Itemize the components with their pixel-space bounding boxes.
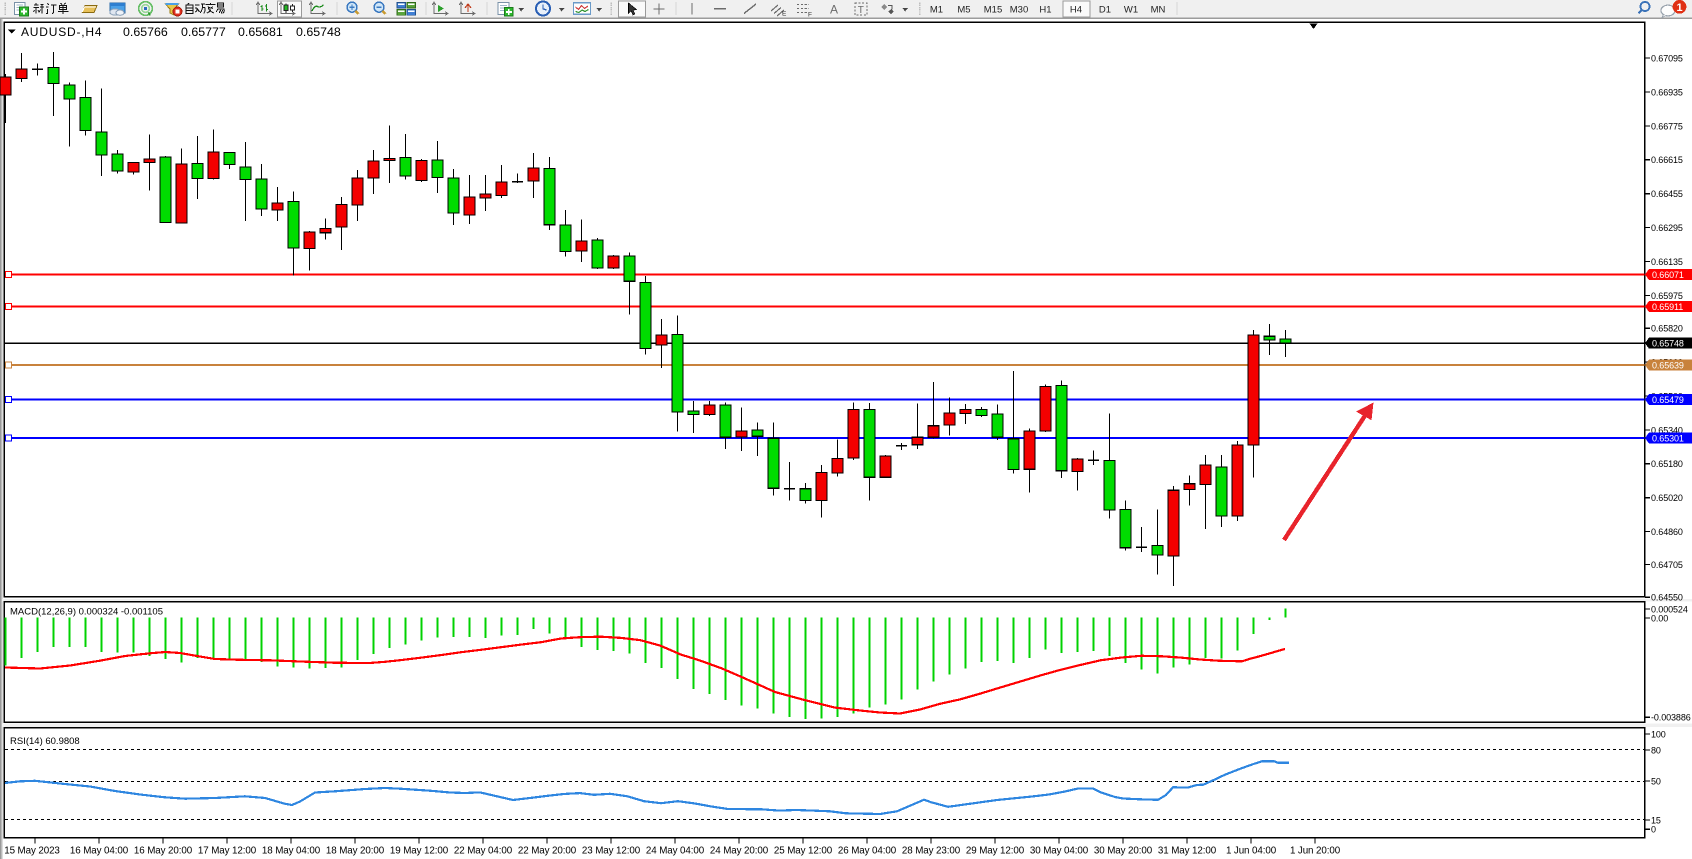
svg-text:F: F xyxy=(808,12,812,19)
svg-text:0.66135: 0.66135 xyxy=(1651,257,1683,267)
svg-text:0.64705: 0.64705 xyxy=(1651,560,1683,570)
svg-text:RSI(14) 60.9808: RSI(14) 60.9808 xyxy=(10,736,80,747)
svg-text:0.66935: 0.66935 xyxy=(1651,87,1683,97)
svg-text:0.65301: 0.65301 xyxy=(1652,434,1684,444)
svg-text:0.65340: 0.65340 xyxy=(1651,425,1683,435)
svg-text:A: A xyxy=(830,3,838,17)
svg-text:0.66775: 0.66775 xyxy=(1651,121,1683,131)
svg-text:0: 0 xyxy=(1651,825,1656,835)
svg-text:15 May 2023: 15 May 2023 xyxy=(4,846,60,857)
svg-text:0.64550: 0.64550 xyxy=(1651,593,1683,603)
svg-text:17 May 12:00: 17 May 12:00 xyxy=(198,846,257,857)
svg-text:23 May 12:00: 23 May 12:00 xyxy=(582,846,641,857)
svg-text:E: E xyxy=(782,11,787,18)
svg-text:MN: MN xyxy=(1151,4,1166,15)
svg-text:MACD(12,26,9) 0.000324 -0.0011: MACD(12,26,9) 0.000324 -0.001105 xyxy=(10,607,163,618)
svg-text:0.65748: 0.65748 xyxy=(296,25,341,39)
svg-text:0.65180: 0.65180 xyxy=(1651,459,1683,469)
svg-text:1 Jun 20:00: 1 Jun 20:00 xyxy=(1290,846,1341,857)
svg-text:25 May 12:00: 25 May 12:00 xyxy=(774,846,833,857)
svg-text:30 May 20:00: 30 May 20:00 xyxy=(1094,846,1153,857)
svg-text:-0.003886: -0.003886 xyxy=(1651,713,1691,723)
svg-text:80: 80 xyxy=(1651,745,1661,755)
svg-text:0.65766: 0.65766 xyxy=(123,25,168,39)
svg-text:16 May 20:00: 16 May 20:00 xyxy=(134,846,193,857)
svg-text:M15: M15 xyxy=(984,4,1002,15)
svg-text:0.65020: 0.65020 xyxy=(1651,493,1683,503)
svg-text:M1: M1 xyxy=(930,4,943,15)
svg-text:M30: M30 xyxy=(1010,4,1028,15)
svg-text:19 May 12:00: 19 May 12:00 xyxy=(390,846,449,857)
svg-text:1 Jun 04:00: 1 Jun 04:00 xyxy=(1226,846,1277,857)
svg-text:0.64860: 0.64860 xyxy=(1651,527,1683,537)
svg-text:0.65820: 0.65820 xyxy=(1651,324,1683,334)
svg-text:1: 1 xyxy=(1676,2,1682,14)
svg-text:100: 100 xyxy=(1651,729,1666,739)
svg-text:0.67095: 0.67095 xyxy=(1651,54,1683,64)
svg-text:50: 50 xyxy=(1651,776,1661,786)
svg-text:15: 15 xyxy=(1651,815,1661,825)
svg-text:W1: W1 xyxy=(1124,4,1138,15)
svg-text:16 May 04:00: 16 May 04:00 xyxy=(70,846,129,857)
svg-text:H1: H1 xyxy=(1039,4,1051,15)
svg-text:22 May 04:00: 22 May 04:00 xyxy=(454,846,513,857)
svg-text:30 May 04:00: 30 May 04:00 xyxy=(1030,846,1089,857)
svg-text:0.00: 0.00 xyxy=(1651,613,1668,623)
svg-text:D1: D1 xyxy=(1099,4,1111,15)
svg-text:0.65777: 0.65777 xyxy=(181,25,226,39)
svg-text:0.65748: 0.65748 xyxy=(1652,339,1684,349)
svg-text:0.66295: 0.66295 xyxy=(1651,223,1683,233)
svg-text:0.65639: 0.65639 xyxy=(1652,361,1684,371)
svg-text:18 May 20:00: 18 May 20:00 xyxy=(326,846,385,857)
svg-text:0.66071: 0.66071 xyxy=(1652,270,1684,280)
svg-text:AUDUSD-,H4: AUDUSD-,H4 xyxy=(21,25,102,39)
svg-text:29 May 12:00: 29 May 12:00 xyxy=(966,846,1025,857)
svg-text:18 May 04:00: 18 May 04:00 xyxy=(262,846,321,857)
svg-text:24 May 20:00: 24 May 20:00 xyxy=(710,846,769,857)
svg-text:T: T xyxy=(858,5,864,16)
svg-text:M5: M5 xyxy=(957,4,970,15)
svg-text:28 May 23:00: 28 May 23:00 xyxy=(902,846,961,857)
svg-text:0.65479: 0.65479 xyxy=(1652,395,1684,405)
svg-text:H4: H4 xyxy=(1070,4,1082,15)
svg-text:22 May 20:00: 22 May 20:00 xyxy=(518,846,577,857)
svg-text:0.65975: 0.65975 xyxy=(1651,291,1683,301)
svg-text:0.65911: 0.65911 xyxy=(1652,302,1683,312)
svg-text:0.000524: 0.000524 xyxy=(1651,604,1688,614)
svg-text:0.65681: 0.65681 xyxy=(238,25,283,39)
svg-text:24 May 04:00: 24 May 04:00 xyxy=(646,846,705,857)
svg-text:0.66455: 0.66455 xyxy=(1651,189,1683,199)
svg-text:26 May 04:00: 26 May 04:00 xyxy=(838,846,897,857)
svg-text:0.66615: 0.66615 xyxy=(1651,155,1683,165)
svg-text:31 May 12:00: 31 May 12:00 xyxy=(1158,846,1217,857)
